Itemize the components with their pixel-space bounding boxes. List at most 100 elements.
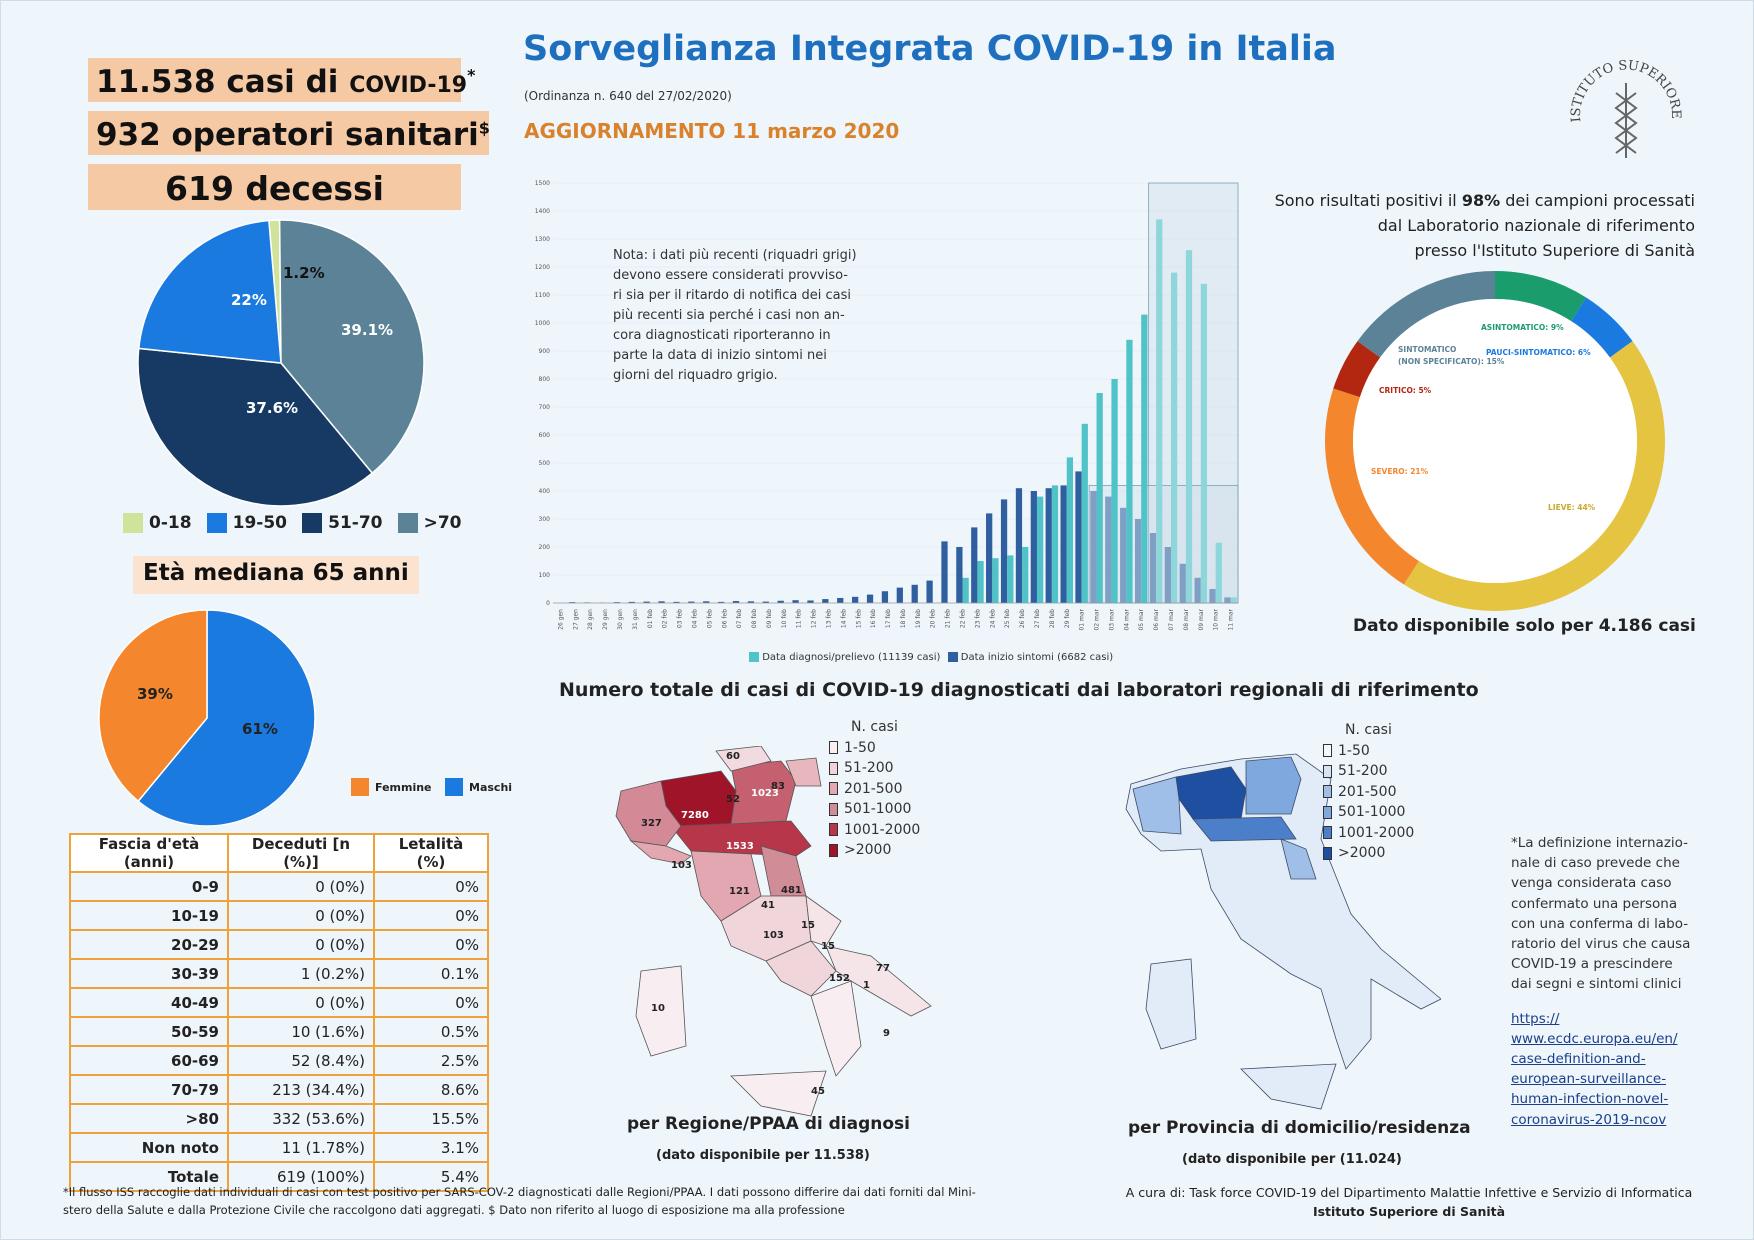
legend-swatch [749, 652, 759, 662]
map-province-sicilia[interactable] [1240, 1063, 1337, 1110]
map-region-trentino[interactable] [715, 746, 772, 772]
legend-label: Maschi [469, 780, 513, 794]
table-cell: 30-39 [69, 958, 229, 989]
region-map-subcaption: (dato disponibile per 11.538) [656, 1148, 870, 1163]
legend-label: 201-500 [1338, 783, 1397, 800]
donut-label-critico: CRITICO: 5% [1379, 386, 1432, 395]
sex-pie-chart: 39% 61% [98, 609, 316, 827]
y-tick-label: 100 [539, 572, 551, 579]
legend-title: N. casi [1345, 722, 1392, 738]
map-region-veneto[interactable] [730, 760, 797, 825]
donut-label-sintomatico: SINTOMATICO [1398, 345, 1456, 354]
legend-row: 1-50 [1323, 741, 1414, 762]
legend-swatch [947, 652, 958, 662]
note-line: dai segni e sintomi clinici [1511, 976, 1682, 993]
map-region-sicilia[interactable] [730, 1070, 827, 1117]
x-tick-label: 09 mar [1198, 608, 1205, 630]
link-line: human-infection-novel- [1511, 1091, 1669, 1108]
legend-femmine: Femmine [351, 778, 432, 796]
y-tick-label: 700 [539, 404, 551, 411]
bar-symptom-onset [762, 601, 769, 603]
table-cell: 40-49 [69, 987, 229, 1018]
map-region-campania[interactable] [765, 940, 837, 997]
col-header: Fascia d'età (anni) [69, 833, 229, 873]
provisional-box-diagnosis [1148, 182, 1239, 604]
bar-symptom-onset [732, 601, 740, 603]
x-tick-label: 24 feb [989, 609, 996, 628]
region-label: 15 [801, 920, 815, 931]
x-tick-label: 29 gen [602, 609, 609, 630]
map-region-calabria[interactable] [810, 980, 862, 1077]
legend-swatch [302, 513, 323, 533]
ecdc-link[interactable]: https:// www.ecdc.europa.eu/en/ case-def… [1511, 1009, 1701, 1130]
bar-diagnosis-date [1215, 542, 1222, 603]
col-header: Deceduti [n (%)] [227, 833, 375, 873]
x-tick-label: 14 feb [840, 609, 847, 628]
legend-0-18: 0-18 [123, 513, 192, 533]
heading-text: dei campioni processati [1500, 191, 1695, 210]
age-pie-chart: 1.2% 39.1% 37.6% 22% [137, 219, 425, 507]
region-label: 481 [781, 885, 802, 896]
legend-label: 201-500 [844, 780, 903, 797]
legend-swatch [829, 782, 838, 795]
bar-symptom-onset [881, 591, 889, 603]
map-region-puglia[interactable] [825, 945, 932, 1017]
legend-label: >2000 [844, 842, 892, 858]
x-tick-label: 10 mar [1213, 608, 1220, 630]
donut-label-pauci: PAUCI-SINTOMATICO: 6% [1486, 348, 1591, 357]
x-tick-label: 02 feb [662, 609, 669, 628]
table-cell: 213 (34.4%) [227, 1074, 375, 1105]
legend-swatch [829, 741, 838, 754]
table-cell: 0-9 [69, 871, 229, 902]
map-region-friuli[interactable] [785, 757, 822, 787]
cases-covid: COVID-19 [349, 73, 468, 98]
bar-diagnosis-date [1007, 555, 1014, 603]
region-label: 1 [863, 980, 870, 991]
map-province-emilia[interactable] [1192, 816, 1297, 842]
map-province-piemonte[interactable] [1132, 776, 1182, 835]
map-region-liguria[interactable] [629, 840, 692, 865]
bar-symptom-onset [658, 601, 665, 603]
heading-line: Sono risultati positivi il 98% dei campi… [1231, 188, 1695, 213]
bar-diagnosis-date [1230, 597, 1237, 603]
note-line: giorni del riquadro grigio. [613, 368, 778, 383]
region-label: 327 [641, 818, 662, 829]
legend-swatch [397, 513, 418, 533]
heading-line: dal Laboratorio nazionale di riferimento [1377, 216, 1695, 235]
x-tick-label: 04 mar [1123, 608, 1130, 630]
map-province-marche[interactable] [1280, 838, 1317, 880]
bar-symptom-onset [807, 600, 814, 603]
link-line: case-definition-and- [1511, 1051, 1646, 1068]
bar-symptom-onset [1164, 547, 1171, 603]
bar-symptom-onset [1075, 471, 1082, 603]
note-line: più recenti sia perché i casi non an- [613, 308, 845, 323]
y-tick-label: 1200 [535, 264, 550, 271]
bar-diagnosis-date [1051, 485, 1059, 603]
legend-label: 1001-2000 [1338, 824, 1415, 841]
table-cell: 3.1% [373, 1132, 489, 1163]
note-line: confermato una persona [1511, 895, 1678, 912]
legend-label: 51-70 [328, 513, 383, 533]
region-label: 103 [763, 930, 784, 941]
donut-label-sintomatico-2: (NON SPECIFICATO): 15% [1398, 357, 1505, 366]
pie-slice-maschi [137, 609, 316, 827]
table-cell: 0.1% [373, 958, 489, 989]
legend-swatch [1323, 805, 1332, 819]
map-region-sardegna[interactable] [635, 965, 687, 1057]
legend-label: 1001-2000 [844, 821, 921, 838]
x-tick-label: 25 feb [1004, 609, 1011, 628]
x-tick-label: 07 mar [1168, 608, 1175, 630]
bar-diagnosis-date [1126, 339, 1133, 603]
bar-symptom-onset [1060, 485, 1067, 603]
x-tick-label: 27 gen [572, 609, 579, 630]
map-province-sardegna[interactable] [1145, 958, 1197, 1050]
legend-swatch [829, 802, 838, 816]
map-province-veneto[interactable] [1245, 756, 1302, 815]
x-tick-label: 01 mar [1079, 608, 1086, 630]
legend-row: 501-1000 [1323, 802, 1414, 823]
legend-row: 1001-2000 [1323, 823, 1414, 844]
table-cell: 0% [373, 987, 489, 1018]
region-label: 60 [726, 751, 740, 762]
x-tick-label: 29 feb [1064, 609, 1071, 628]
map-region-piemonte[interactable] [615, 780, 682, 847]
